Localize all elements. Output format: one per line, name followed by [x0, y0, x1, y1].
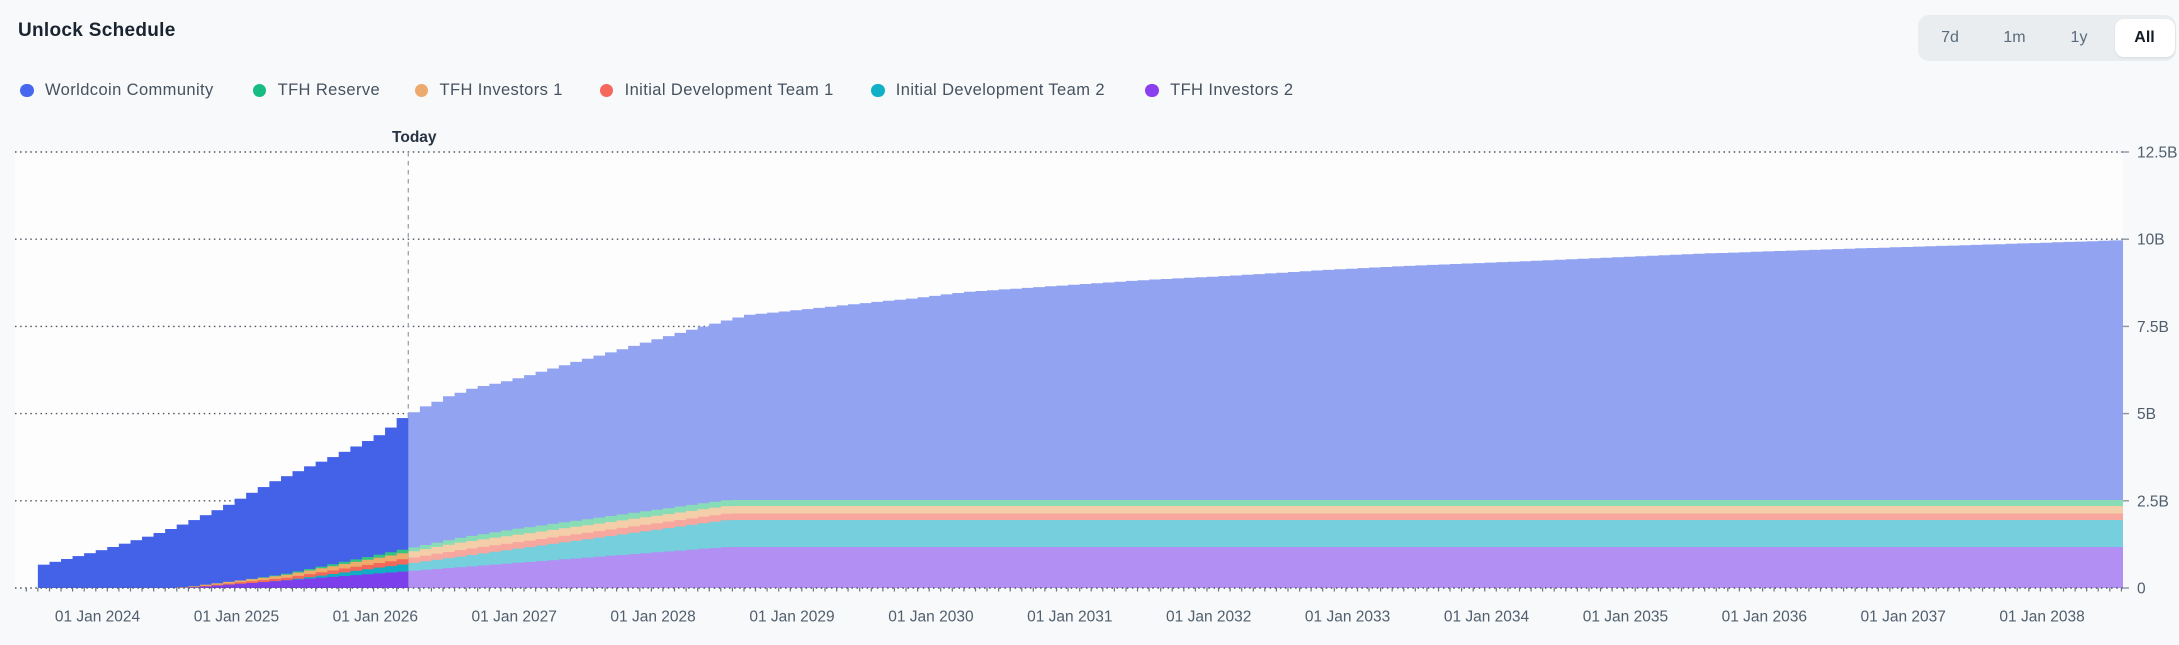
svg-text:01 Jan 2029: 01 Jan 2029 — [749, 609, 834, 626]
svg-text:7.5B: 7.5B — [2137, 319, 2169, 336]
svg-text:01 Jan 2033: 01 Jan 2033 — [1305, 609, 1390, 626]
svg-text:10B: 10B — [2137, 232, 2165, 249]
svg-text:5B: 5B — [2137, 406, 2156, 423]
svg-text:01 Jan 2030: 01 Jan 2030 — [888, 609, 974, 626]
svg-text:01 Jan 2028: 01 Jan 2028 — [610, 609, 695, 626]
svg-text:01 Jan 2035: 01 Jan 2035 — [1583, 609, 1668, 626]
svg-text:01 Jan 2036: 01 Jan 2036 — [1722, 609, 1807, 626]
svg-text:01 Jan 2032: 01 Jan 2032 — [1166, 609, 1251, 626]
svg-text:01 Jan 2038: 01 Jan 2038 — [1999, 609, 2084, 626]
svg-text:Today: Today — [392, 129, 437, 146]
svg-text:01 Jan 2037: 01 Jan 2037 — [1861, 609, 1946, 626]
svg-text:01 Jan 2034: 01 Jan 2034 — [1444, 609, 1530, 626]
svg-text:12.5B: 12.5B — [2137, 145, 2178, 162]
svg-text:01 Jan 2024: 01 Jan 2024 — [55, 609, 141, 626]
svg-text:2.5B: 2.5B — [2137, 493, 2169, 510]
svg-text:01 Jan 2031: 01 Jan 2031 — [1027, 609, 1112, 626]
svg-text:0: 0 — [2137, 581, 2146, 598]
svg-text:01 Jan 2026: 01 Jan 2026 — [333, 609, 418, 626]
svg-text:01 Jan 2027: 01 Jan 2027 — [472, 609, 557, 626]
svg-text:01 Jan 2025: 01 Jan 2025 — [194, 609, 279, 626]
